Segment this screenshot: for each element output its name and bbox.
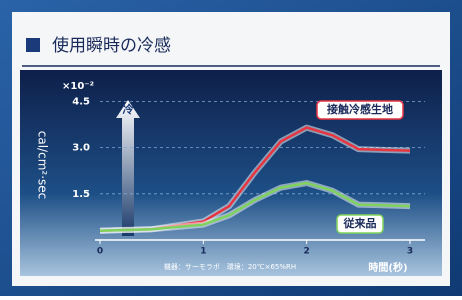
icon-label: 冷: [123, 102, 134, 116]
x-tick-label: 3: [407, 247, 413, 257]
note: 機器：サーモラボ 環境：20℃×65%RH: [164, 262, 296, 271]
y-tick-label: 4.5: [72, 96, 90, 107]
x-tick-label: 0: [97, 247, 103, 257]
x-axis-label: 時間(秒): [368, 261, 407, 274]
legend-label: 従来品: [343, 216, 377, 230]
unit-label: ×10⁻²: [62, 81, 94, 92]
page: 使用瞬時の冷感 ×10⁻² cal/cm²·sec 冷 機器：サーモラボ 環境：…: [0, 0, 462, 296]
y-tick-label: 3.0: [72, 143, 90, 154]
x-tick-label: 2: [304, 247, 310, 257]
x-tick-label: 1: [200, 247, 206, 257]
chart-title: 使用瞬時の冷感: [52, 35, 171, 56]
y-axis-label: cal/cm²·sec: [36, 131, 50, 199]
title-icon: [26, 38, 40, 52]
legend-label: 接触冷感生地: [327, 102, 393, 116]
y-tick-label: 1.5: [72, 189, 90, 200]
chart: 使用瞬時の冷感 ×10⁻² cal/cm²·sec 冷 機器：サーモラボ 環境：…: [0, 0, 462, 296]
